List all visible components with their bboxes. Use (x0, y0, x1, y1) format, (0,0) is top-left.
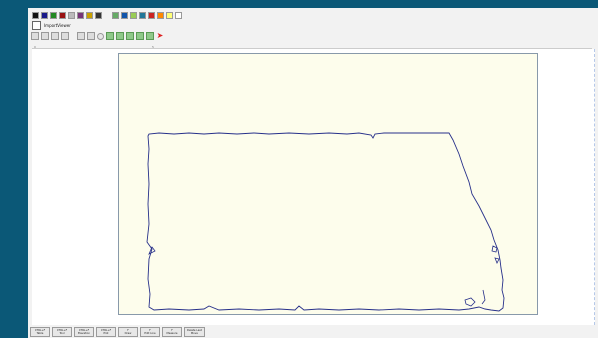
open-icon[interactable] (41, 32, 49, 40)
color-swatch[interactable] (50, 11, 57, 19)
color-swatch[interactable] (86, 11, 93, 19)
color-palette (32, 11, 182, 19)
boundary-detail (148, 245, 500, 307)
pen-icon[interactable] (77, 32, 85, 40)
save-icon[interactable] (51, 32, 59, 40)
print-icon[interactable] (61, 32, 69, 40)
new-icon[interactable] (31, 32, 39, 40)
color-swatch[interactable] (121, 11, 128, 19)
color-swatch[interactable] (59, 11, 66, 19)
color-swatch[interactable] (41, 11, 48, 19)
fkey-label: Draw (124, 332, 132, 335)
color-swatch[interactable] (32, 11, 39, 19)
fkey-key: CTRL+F (56, 329, 68, 332)
fkey-label: Move (190, 332, 198, 335)
color-swatch[interactable] (112, 11, 119, 19)
color-swatch[interactable] (175, 11, 182, 19)
fkey-delete-last-button[interactable]: Delete Last Move (184, 327, 205, 337)
app-icon (32, 21, 41, 30)
outline-drawing (146, 132, 505, 312)
fkey-table-button[interactable]: CTRL+F Table (30, 327, 50, 337)
function-key-bar: CTRL+F Table CTRL+F Tool CTRL+F Elevation C… (28, 326, 598, 338)
fkey-label: Elevation (77, 332, 91, 335)
green-tool-1-icon[interactable] (106, 32, 114, 40)
arrow-icon[interactable]: ➤ (156, 31, 164, 40)
app-window: ImportViewer ➤ 0 5 CTRL+F Table CTRL+F Too… (28, 8, 598, 338)
fkey-label: Plot (103, 332, 109, 335)
fkey-label: Table (36, 332, 44, 335)
color-swatch[interactable] (77, 11, 84, 19)
green-tool-3-icon[interactable] (126, 32, 134, 40)
green-tool-5-icon[interactable] (146, 32, 154, 40)
boundary-outline (146, 132, 505, 312)
fkey-label: Edit Line (144, 332, 156, 335)
circle-icon[interactable] (97, 32, 104, 40)
fkey-key: F (171, 329, 173, 332)
color-swatch[interactable] (148, 11, 155, 19)
fkey-key: CTRL+F (34, 329, 46, 332)
color-swatch[interactable] (166, 11, 173, 19)
green-tool-2-icon[interactable] (116, 32, 124, 40)
fkey-key: Delete Last (187, 329, 202, 332)
ruler-mark: 5 (152, 45, 154, 49)
toolbar-separator (71, 32, 75, 40)
fkey-draw-button[interactable]: F Draw (118, 327, 138, 337)
fkey-measure-button[interactable]: F Measure (162, 327, 182, 337)
cursor-icon[interactable] (87, 32, 95, 40)
fkey-edit-line-button[interactable]: F Edit Line (140, 327, 160, 337)
window-title: ImportViewer (44, 23, 71, 28)
drawing-paper[interactable] (118, 53, 538, 315)
fkey-tool-button[interactable]: CTRL+F Tool (52, 327, 72, 337)
green-tool-4-icon[interactable] (136, 32, 144, 40)
title-bar: ImportViewer (32, 21, 71, 30)
color-swatch[interactable] (139, 11, 146, 19)
fkey-key: F (127, 329, 129, 332)
color-swatch[interactable] (95, 11, 102, 19)
fkey-plot-button[interactable]: CTRL+F Plot (96, 327, 116, 337)
fkey-key: F (149, 329, 151, 332)
color-swatch[interactable] (130, 11, 137, 19)
toolbar: ➤ (31, 31, 164, 41)
fkey-label: Measure (166, 332, 178, 335)
fkey-elevation-button[interactable]: CTRL+F Elevation (74, 327, 94, 337)
fkey-label: Tool (59, 332, 65, 335)
color-swatch[interactable] (157, 11, 164, 19)
drawing-canvas[interactable] (32, 49, 595, 325)
fkey-key: CTRL+F (78, 329, 90, 332)
ruler: 0 5 (32, 45, 592, 49)
color-swatch[interactable] (68, 11, 75, 19)
ruler-mark: 0 (34, 45, 36, 49)
fkey-key: CTRL+F (100, 329, 112, 332)
